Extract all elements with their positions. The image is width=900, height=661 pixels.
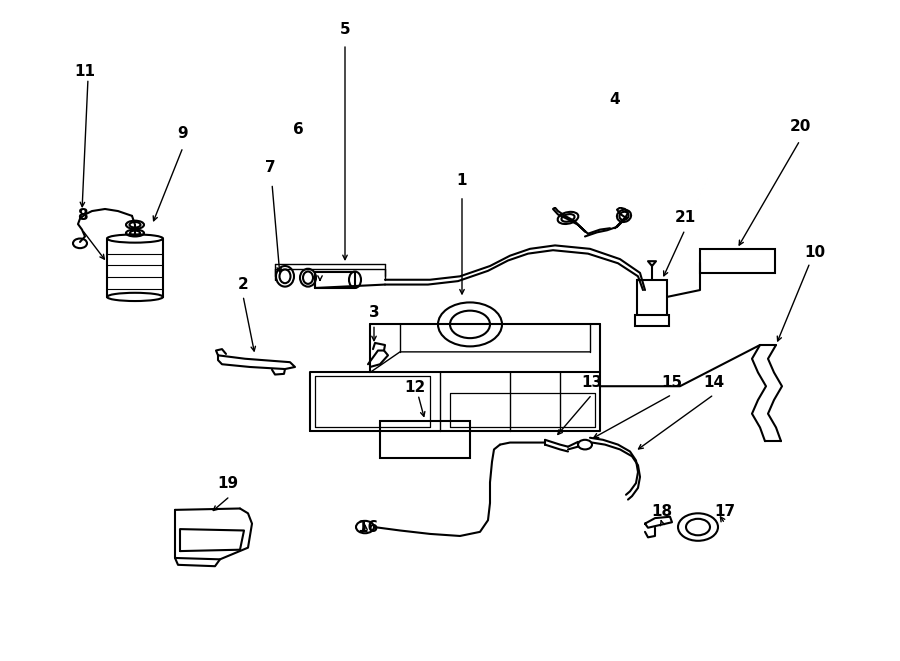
Text: 9: 9 <box>177 126 188 141</box>
Text: 4: 4 <box>609 92 620 106</box>
FancyBboxPatch shape <box>700 249 775 273</box>
FancyBboxPatch shape <box>637 280 667 317</box>
Text: 18: 18 <box>652 504 672 519</box>
FancyBboxPatch shape <box>635 315 669 326</box>
Text: 1: 1 <box>456 173 467 188</box>
Text: 2: 2 <box>238 277 248 292</box>
Text: 17: 17 <box>715 504 735 519</box>
FancyBboxPatch shape <box>380 420 470 458</box>
Text: 21: 21 <box>674 210 696 225</box>
Text: 11: 11 <box>75 64 95 79</box>
Text: 20: 20 <box>789 119 811 134</box>
Text: 16: 16 <box>357 520 379 535</box>
Text: 10: 10 <box>805 245 825 260</box>
Text: 5: 5 <box>339 22 350 36</box>
Text: 7: 7 <box>265 160 275 175</box>
Text: 12: 12 <box>404 380 426 395</box>
Text: 15: 15 <box>662 375 682 390</box>
Text: 8: 8 <box>76 208 87 223</box>
Text: 14: 14 <box>704 375 725 390</box>
Text: 13: 13 <box>581 375 603 390</box>
Text: 19: 19 <box>218 477 238 491</box>
Text: 6: 6 <box>292 122 303 137</box>
Text: 3: 3 <box>369 305 379 319</box>
